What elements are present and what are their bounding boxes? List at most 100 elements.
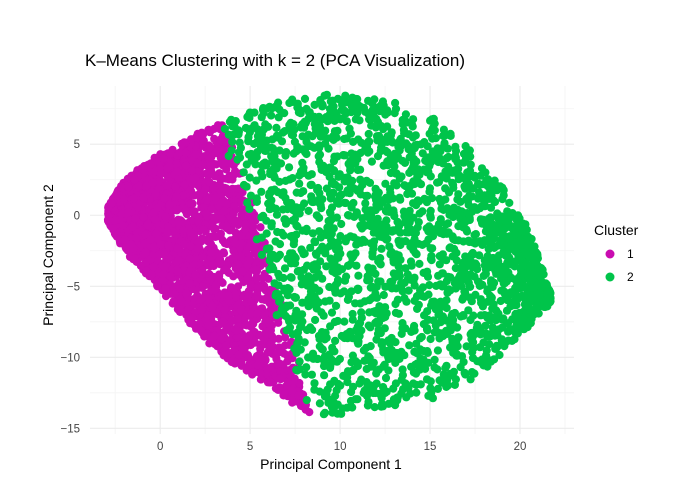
cluster-1-point xyxy=(151,229,160,238)
cluster-2-point xyxy=(365,308,374,317)
cluster-2-point xyxy=(373,329,383,338)
cluster-1-point xyxy=(156,169,165,178)
cluster-1-point xyxy=(238,188,247,197)
cluster-2-point xyxy=(290,125,299,134)
cluster-1-point xyxy=(249,222,258,231)
cluster-2-point xyxy=(468,348,477,357)
cluster-2-points xyxy=(220,90,555,419)
cluster-2-point xyxy=(526,277,535,286)
cluster-1-point xyxy=(187,135,196,144)
cluster-1-point xyxy=(208,302,217,311)
y-tick-label: −10 xyxy=(60,352,80,364)
cluster-2-point xyxy=(464,261,473,270)
cluster-2-point xyxy=(496,236,505,246)
cluster-2-point xyxy=(519,314,528,324)
legend-label-cluster-2: 2 xyxy=(627,270,634,284)
cluster-2-point xyxy=(329,188,338,198)
cluster-1-point xyxy=(228,357,237,366)
cluster-2-point xyxy=(467,297,476,306)
cluster-2-point xyxy=(428,134,437,143)
cluster-2-point xyxy=(407,213,416,222)
cluster-1-point xyxy=(161,292,171,301)
cluster-2-point xyxy=(368,362,377,371)
cluster-2-point xyxy=(246,108,255,117)
cluster-2-point xyxy=(362,391,372,400)
cluster-2-point xyxy=(329,224,338,233)
cluster-2-point xyxy=(297,245,306,254)
cluster-1-point xyxy=(228,184,237,193)
cluster-2-point xyxy=(347,203,356,212)
cluster-2-point xyxy=(426,244,435,253)
cluster-2-point xyxy=(477,164,487,173)
cluster-2-point xyxy=(427,256,436,265)
cluster-2-point xyxy=(475,281,484,290)
cluster-2-point xyxy=(326,209,335,218)
cluster-1-points xyxy=(103,121,314,417)
cluster-2-point xyxy=(407,189,417,198)
cluster-1-point xyxy=(188,313,197,322)
cluster-2-point xyxy=(372,293,381,302)
cluster-2-point xyxy=(517,324,526,333)
cluster-2-point xyxy=(444,381,453,390)
cluster-1-point xyxy=(245,331,254,340)
cluster-2-point xyxy=(281,219,291,228)
cluster-1-point xyxy=(208,260,217,269)
cluster-2-point xyxy=(415,259,424,268)
cluster-1-point xyxy=(215,255,225,264)
cluster-1-point xyxy=(233,332,242,342)
cluster-2-point xyxy=(244,133,253,142)
cluster-2-point xyxy=(474,194,483,203)
x-tick-label: 10 xyxy=(334,441,347,453)
legend-title: Cluster xyxy=(594,222,639,238)
cluster-2-point xyxy=(499,186,508,195)
cluster-1-point xyxy=(146,160,155,169)
cluster-2-point xyxy=(352,261,361,270)
cluster-2-point xyxy=(454,171,463,180)
cluster-1-point xyxy=(197,294,206,303)
cluster-2-point xyxy=(275,240,285,249)
cluster-2-point xyxy=(468,248,477,258)
cluster-1-point xyxy=(171,182,180,191)
cluster-1-point xyxy=(202,196,211,205)
cluster-1-point xyxy=(141,230,150,239)
cluster-2-point xyxy=(310,385,319,394)
cluster-1-point xyxy=(222,323,231,332)
cluster-1-point xyxy=(275,374,284,383)
cluster-1-point xyxy=(222,239,231,249)
cluster-2-point xyxy=(353,284,362,293)
cluster-1-point xyxy=(265,343,274,352)
cluster-1-point xyxy=(211,281,220,290)
cluster-2-point xyxy=(325,296,334,305)
cluster-2-point xyxy=(280,264,290,273)
cluster-1-point xyxy=(231,239,240,248)
cluster-1-point xyxy=(204,171,213,180)
cluster-2-point xyxy=(394,236,403,245)
cluster-2-point xyxy=(489,300,498,309)
cluster-2-point xyxy=(462,342,471,351)
cluster-2-point xyxy=(402,297,411,306)
cluster-2-point xyxy=(496,296,505,306)
cluster-1-point xyxy=(217,290,226,299)
cluster-1-point xyxy=(143,221,152,230)
cluster-2-point xyxy=(338,404,347,413)
cluster-1-point xyxy=(119,195,128,204)
cluster-2-point xyxy=(533,267,543,276)
cluster-2-point xyxy=(373,152,383,161)
x-tick-label: 0 xyxy=(157,441,163,453)
cluster-2-point xyxy=(452,351,462,360)
cluster-2-point xyxy=(274,281,283,290)
cluster-1-point xyxy=(203,311,213,320)
cluster-1-point xyxy=(198,266,207,275)
cluster-1-point xyxy=(281,333,290,342)
cluster-1-point xyxy=(149,262,158,272)
cluster-1-point xyxy=(194,237,203,247)
cluster-1-point xyxy=(204,321,213,330)
cluster-2-point xyxy=(418,149,427,158)
cluster-2-point xyxy=(347,387,356,397)
cluster-2-point xyxy=(323,134,332,143)
cluster-1-point xyxy=(259,311,268,320)
cluster-1-point xyxy=(216,229,225,238)
cluster-2-point xyxy=(295,357,304,366)
cluster-1-point xyxy=(192,150,201,159)
cluster-2-point xyxy=(507,288,516,297)
